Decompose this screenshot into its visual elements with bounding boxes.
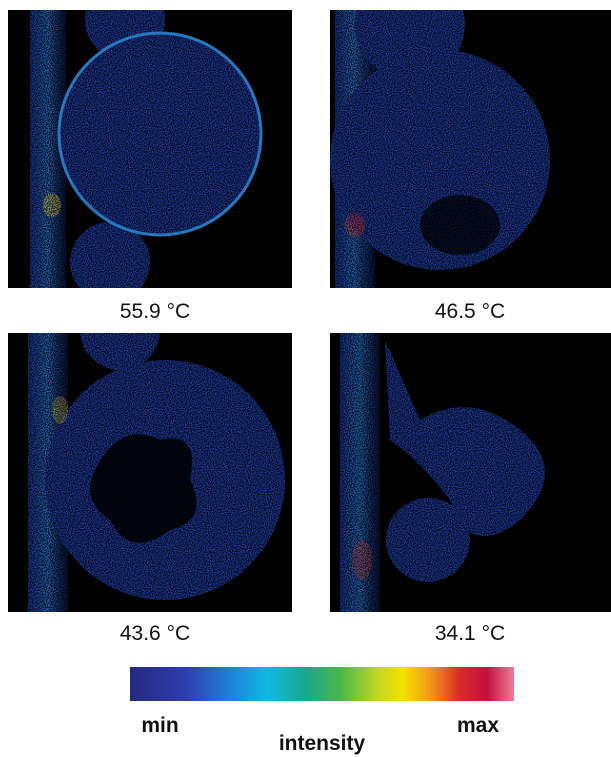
panel-label: 46.5 °C [435,300,505,323]
panel-label: 43.6 °C [120,622,190,645]
colorbar-max: max [457,714,499,737]
micrograph [8,10,292,288]
panel-label: 34.1 °C [435,622,505,645]
micrograph [8,333,292,612]
micrograph [330,10,611,288]
colorbar-title: intensity [279,732,366,755]
micrograph [330,333,611,612]
panel-label: 55.9 °C [120,300,190,323]
colorbar [130,667,514,701]
colorbar-min: min [141,714,178,737]
